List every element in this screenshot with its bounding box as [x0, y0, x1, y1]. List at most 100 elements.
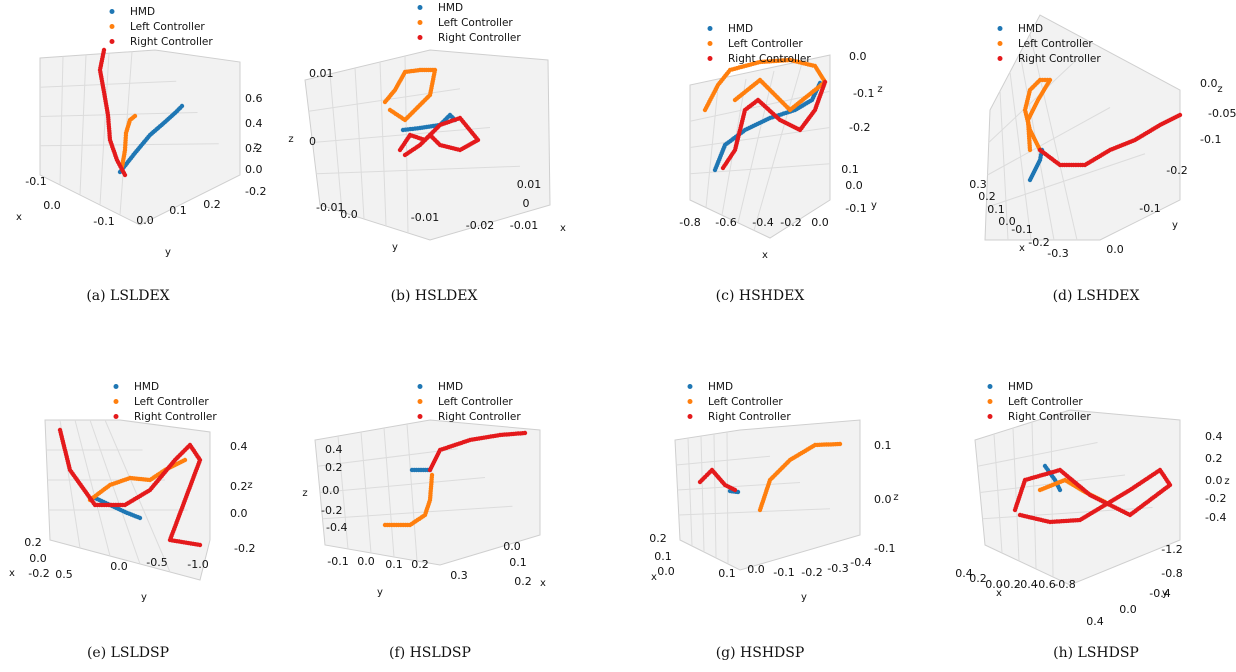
z-axis-label: z [253, 141, 258, 152]
x-tick-label: -0.2 [780, 216, 801, 229]
data-point [1027, 147, 1033, 153]
z-tick-label: 0.2 [245, 142, 263, 155]
z-tick-label: 0.0 [245, 163, 263, 176]
caption-g: (g) HSHDSP [716, 645, 805, 661]
legend-label: Left Controller [438, 17, 513, 29]
x-tick-label: -0.2 [1028, 236, 1049, 249]
x-axis-label: x [762, 250, 768, 261]
caption-d: (d) LSHDEX [1053, 288, 1140, 304]
grid-line [329, 73, 343, 213]
legend-marker [997, 26, 1003, 31]
z-tick-label: 0.6 [245, 92, 263, 105]
grid-line [383, 427, 395, 558]
x-axis-label: x [560, 223, 566, 234]
grid-line [705, 86, 719, 208]
caption-f: (f) HSLDSP [389, 645, 471, 661]
legend-marker [997, 56, 1003, 61]
legend-marker [707, 41, 713, 46]
y-tick-label: 0.0 [845, 179, 863, 192]
data-point [1177, 112, 1183, 118]
z-tick-label: -0.2 [321, 504, 342, 517]
legend-label: Left Controller [1018, 38, 1093, 50]
legend-marker [987, 384, 993, 389]
y-tick-label: 0.3 [450, 569, 468, 582]
y-tick-label: 0.4 [1086, 615, 1104, 628]
z-axis-label: z [288, 134, 293, 145]
data-point [387, 107, 393, 113]
z-axis-label: z [247, 480, 252, 491]
x-tick-label: -0.01 [510, 219, 538, 232]
y-tick-label: 0.0 [747, 563, 765, 576]
grid-line [354, 67, 365, 220]
grid-line [687, 437, 693, 547]
pane-c [689, 54, 831, 239]
legend-marker [417, 399, 423, 404]
z-tick-label: 0.0 [230, 507, 248, 520]
y-axis-label: y [392, 242, 398, 253]
y-axis-label: y [871, 200, 877, 211]
legend-a: HMD Left Controller Right Controller [109, 6, 213, 48]
data-point [522, 430, 528, 436]
legend-c: HMD Left Controller Right Controller [707, 23, 811, 65]
legend-label: Right Controller [134, 411, 217, 423]
z-tick-label: 0.0 [874, 493, 892, 506]
grid-line [726, 431, 729, 565]
series-c-2 [720, 79, 828, 171]
y-tick-label: -0.1 [327, 555, 348, 568]
caption-h: (h) LSHDSP [1053, 645, 1139, 661]
legend-marker [109, 9, 115, 14]
grid-line [99, 53, 110, 206]
x-tick-label: 0.0 [985, 578, 1003, 591]
y-tick-label: -0.1 [845, 202, 866, 215]
grid-line [987, 107, 1111, 176]
z-tick-label: -0.4 [1205, 511, 1226, 524]
grid-line [1031, 421, 1037, 570]
y-tick-label: 0.5 [55, 568, 73, 581]
x-tick-label: 0.0 [657, 565, 675, 578]
z-tick-label: 0.0 [1205, 474, 1223, 487]
legend-label: HMD [438, 2, 463, 14]
legend-marker [417, 35, 423, 40]
z-tick-label: -0.2 [245, 185, 266, 198]
grid-line [1029, 33, 1078, 241]
x-tick-label: 0 [523, 197, 530, 210]
legend-label: Right Controller [1008, 411, 1091, 423]
z-tick-label: 0.2 [1205, 452, 1223, 465]
z-tick-label: 0.4 [230, 440, 248, 453]
y-axis-label: y [377, 587, 383, 598]
pane-a [39, 49, 241, 226]
y-tick-label: -1.0 [187, 558, 208, 571]
z-tick-label: 0.2 [230, 480, 248, 493]
legend-marker [687, 384, 693, 389]
legend-marker [707, 56, 713, 61]
pane-d [984, 14, 1181, 241]
legend-marker [113, 414, 119, 419]
grid-line [39, 80, 177, 88]
z-tick-label: -0.2 [1205, 492, 1226, 505]
x-tick-label: 0.01 [517, 178, 542, 191]
grid-line [1009, 71, 1032, 241]
legend-marker [113, 384, 119, 389]
pane-b [304, 49, 551, 241]
pane-h [974, 409, 1181, 586]
z-axis-label: z [877, 84, 882, 95]
x-tick-label: 0.1 [987, 203, 1005, 216]
y-tick-label: 0.0 [1119, 603, 1137, 616]
data-point [822, 79, 828, 85]
x-axis-label: x [16, 212, 22, 223]
y-tick-label: -0.02 [466, 219, 494, 232]
z-tick-label: 0.01 [309, 67, 334, 80]
grid-line [39, 112, 198, 117]
z-tick-label: 0.0 [849, 50, 867, 63]
y-tick-label: -0.1 [1139, 202, 1160, 215]
grid-line [753, 62, 803, 231]
legend-label: HMD [728, 23, 753, 35]
data-point [1057, 487, 1063, 493]
series-c-1 [702, 57, 828, 113]
x-tick-label: 0.1 [654, 550, 672, 563]
z-tick-label: -0.4 [326, 521, 347, 534]
z-tick-label: 0.0 [322, 484, 340, 497]
legend-marker [113, 399, 119, 404]
z-tick-label: -0.05 [1208, 107, 1236, 120]
y-tick-label: 0.1 [169, 204, 187, 217]
